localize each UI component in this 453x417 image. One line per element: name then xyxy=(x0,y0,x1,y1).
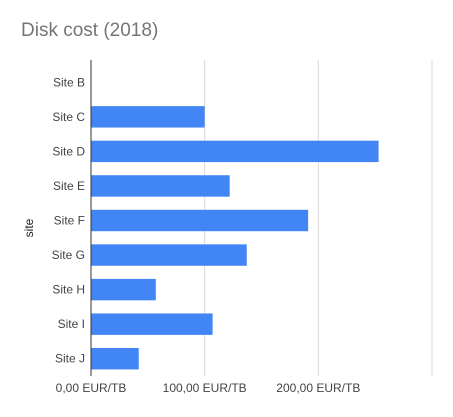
category-label-site-e: Site E xyxy=(53,179,85,193)
bar-site-e xyxy=(91,175,230,197)
y-axis-title: site xyxy=(22,218,36,237)
category-label-site-b: Site B xyxy=(53,75,85,89)
x-tick-label-1: 100,00 EUR/TB xyxy=(163,381,247,395)
category-label-site-h: Site H xyxy=(52,283,85,297)
bar-site-c xyxy=(91,106,205,128)
bar-site-g xyxy=(91,244,247,266)
x-tick-label-0: 0,00 EUR/TB xyxy=(56,381,127,395)
category-labels: Site B Site C Site D Site E Site F Site G Site… xyxy=(52,75,86,365)
bar-site-d xyxy=(91,140,379,163)
x-tick-label-2: 200,00 EUR/TB xyxy=(276,381,360,395)
category-label-site-j: Site J xyxy=(55,352,85,366)
x-tick-labels: 0,00 EUR/TB 100,00 EUR/TB 200,00 EUR/TB xyxy=(56,381,361,395)
bar-site-j xyxy=(91,348,139,370)
bar-site-f xyxy=(91,209,309,232)
category-label-site-f: Site F xyxy=(54,214,85,228)
bars xyxy=(91,106,379,370)
category-label-site-g: Site G xyxy=(52,248,85,262)
category-label-site-c: Site C xyxy=(52,110,85,124)
category-label-site-d: Site D xyxy=(52,144,85,158)
bar-site-h xyxy=(91,278,156,301)
bar-site-i xyxy=(91,313,213,335)
chart-title: Disk cost (2018) xyxy=(21,20,159,41)
category-label-site-i: Site I xyxy=(58,317,85,331)
